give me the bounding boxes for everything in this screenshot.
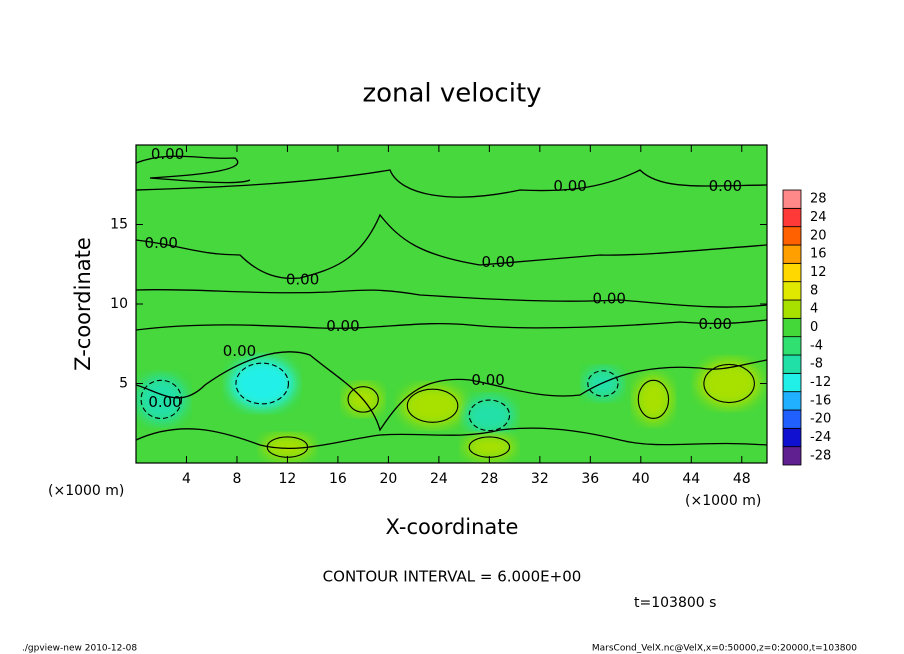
x-unit-left: (×1000 m)	[48, 483, 124, 499]
colorbar-swatch	[782, 427, 802, 448]
contour-line	[347, 386, 379, 413]
field-region	[584, 367, 622, 400]
contour-line	[587, 370, 619, 397]
contour-label: 0.00	[286, 271, 319, 289]
contour-label: 0.00	[145, 234, 178, 252]
field-region	[229, 358, 296, 409]
contour-label: 0.00	[481, 253, 514, 271]
contour-label: 0.00	[326, 317, 359, 335]
x-tick-label: 4	[182, 471, 191, 487]
colorbar-label: 0	[810, 320, 818, 335]
field-region	[464, 396, 515, 435]
contour-line	[637, 379, 670, 420]
contour-labels: 0.00 0.00 0.00 0.00 0.00 0.00 0.00 0.00 0.00 0.00…	[145, 145, 743, 411]
y-tick-label: 10	[110, 296, 128, 312]
contour-label: 0.00	[709, 177, 742, 195]
x-tick-label: 24	[430, 471, 448, 487]
field-region	[634, 375, 673, 424]
contour-label: 0.00	[223, 342, 256, 360]
colorbar-swatch	[782, 336, 802, 356]
colorbar-label: 16	[810, 247, 827, 262]
x-axis-label: X-coordinate	[386, 515, 519, 539]
colorbar-swatch	[782, 207, 802, 228]
contour-label: 0.00	[148, 393, 181, 411]
x-tick-label: 32	[531, 471, 549, 487]
x-unit-right: (×1000 m)	[685, 493, 761, 509]
colorbar-label: -28	[810, 448, 831, 463]
colorbar-swatch	[782, 354, 802, 374]
field-region	[136, 375, 187, 424]
colorbar-swatch	[782, 244, 802, 264]
contour-line	[235, 362, 289, 405]
colorbar-label: -20	[810, 412, 831, 427]
x-tick-label: 16	[329, 471, 347, 487]
contour-label: 0.00	[699, 315, 732, 333]
field-region	[464, 434, 515, 460]
colorbar-swatch	[782, 189, 802, 209]
contour-interval: CONTOUR INTERVAL = 6.000E+00	[323, 568, 582, 586]
field-region	[697, 359, 761, 408]
y-tick-label: 5	[119, 376, 128, 392]
colorbar-label: 8	[810, 283, 818, 298]
colorbar-label: 24	[810, 210, 827, 225]
colorbar-label: -8	[810, 357, 823, 372]
footer-right: MarsCond_VelX.nc@VelX,x=0:50000,z=0:2000…	[592, 644, 857, 654]
field-region	[401, 385, 465, 427]
colorbar-swatch	[782, 299, 802, 319]
colorbar-label: 4	[810, 302, 818, 317]
colorbar-swatch	[782, 317, 802, 338]
contour-label: 0.00	[471, 371, 504, 389]
colorbar-label: 28	[810, 192, 827, 207]
colorbar-label: -16	[810, 393, 831, 408]
footer-left: ./gpview-new 2010-12-08	[22, 644, 137, 654]
contour-label: 0.00	[151, 145, 184, 163]
x-tick-label: 40	[632, 471, 650, 487]
colorbar-label: -12	[810, 375, 831, 390]
colorbar-label: -4	[810, 338, 823, 353]
x-tick-label: 20	[379, 471, 397, 487]
y-axis-label: Z-coordinate	[71, 237, 95, 371]
colorbar-label: 20	[810, 228, 827, 243]
colorbar-swatch	[782, 446, 802, 466]
colorbar-swatch	[782, 372, 802, 393]
x-tick-label: 28	[480, 471, 498, 487]
x-tick-label: 44	[682, 471, 700, 487]
colorbar-swatch	[782, 409, 802, 429]
chart-title: zonal velocity	[362, 79, 541, 109]
field-region	[262, 434, 313, 460]
contour-lines	[136, 155, 767, 450]
colorbar-swatch	[782, 391, 802, 411]
contour-line	[703, 363, 755, 404]
x-tick-label: 48	[733, 471, 751, 487]
y-tick-label: 15	[110, 217, 128, 233]
colorbar-label: 12	[810, 265, 827, 280]
colorbar-swatch	[782, 226, 802, 246]
x-tick-label: 12	[279, 471, 297, 487]
x-tick-label: 36	[581, 471, 599, 487]
contour-line	[406, 388, 459, 423]
contour-line	[140, 379, 182, 420]
contour-label: 0.00	[593, 290, 626, 308]
colorbar-swatch	[782, 281, 802, 301]
x-tick-label: 8	[232, 471, 241, 487]
field	[136, 358, 761, 460]
colorbar-label: -24	[810, 430, 831, 445]
contour-line	[468, 399, 511, 432]
contour-label: 0.00	[553, 177, 586, 195]
time-label: t=103800 s	[634, 595, 716, 611]
colorbar-swatch	[782, 262, 802, 283]
